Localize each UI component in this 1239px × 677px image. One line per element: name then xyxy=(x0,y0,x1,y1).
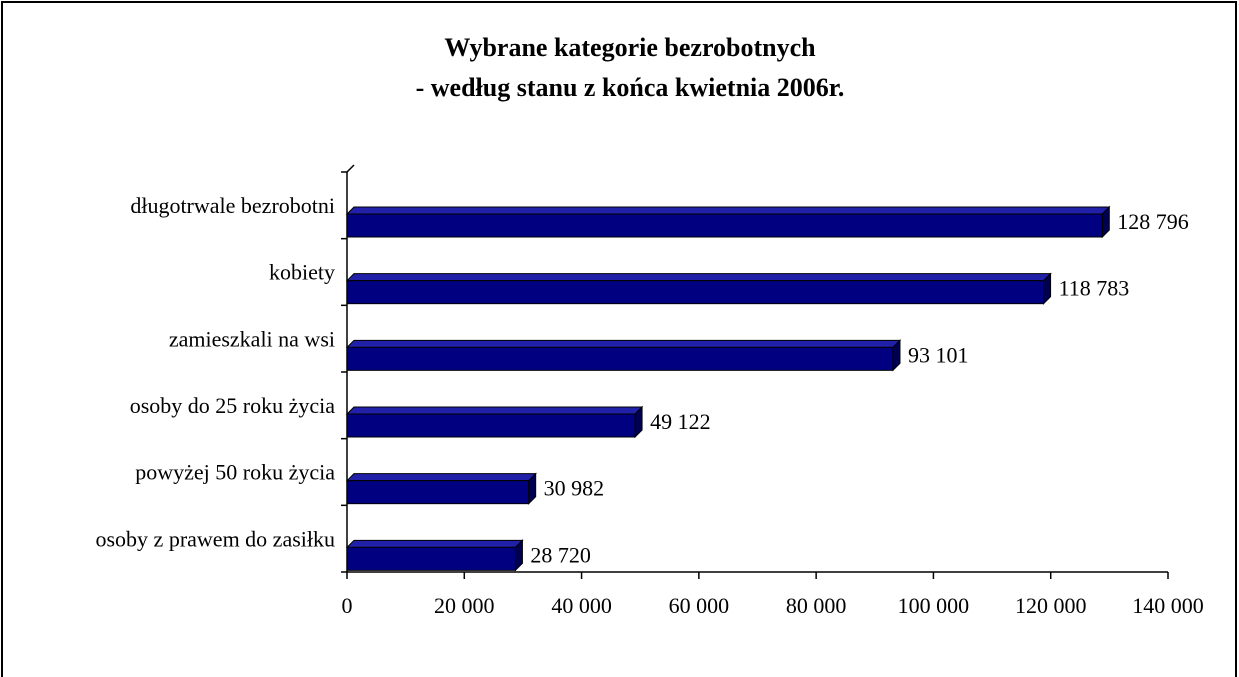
value-label: 30 982 xyxy=(544,476,605,501)
axis-wall xyxy=(346,164,355,173)
bar-front xyxy=(346,546,516,571)
x-tick-label: 80 000 xyxy=(786,593,847,618)
bar-top xyxy=(345,539,524,548)
y-tick-label: zamieszkali na wsi xyxy=(169,326,335,351)
y-tick-label: osoby do 25 roku życia xyxy=(130,393,336,418)
bar xyxy=(345,405,644,439)
x-tick-label: 140 000 xyxy=(1132,593,1204,618)
value-label: 93 101 xyxy=(908,342,969,367)
x-tick-label: 120 000 xyxy=(1015,593,1087,618)
bar-front xyxy=(346,413,636,438)
bar-front xyxy=(346,346,894,371)
bar xyxy=(345,539,524,572)
bar-front xyxy=(346,213,1103,238)
bar-top xyxy=(345,206,1111,215)
x-tick-label: 60 000 xyxy=(669,593,730,618)
x-tick-label: 40 000 xyxy=(551,593,612,618)
value-label: 128 796 xyxy=(1117,209,1189,234)
bar-top xyxy=(345,473,537,482)
bar-front xyxy=(346,480,530,505)
y-tick-label: osoby z prawem do zasiłku xyxy=(96,526,336,551)
chart-title: - według stanu z końca kwietnia 2006r. xyxy=(416,73,845,102)
bar-front xyxy=(346,280,1045,305)
bar xyxy=(345,272,1052,305)
y-tick-label: długotrwale bezrobotni xyxy=(130,193,335,218)
bar-top xyxy=(345,339,902,348)
value-label: 28 720 xyxy=(530,542,591,567)
y-tick-label: kobiety xyxy=(269,260,335,285)
x-tick-label: 100 000 xyxy=(898,593,970,618)
chart-title: Wybrane kategorie bezrobotnych xyxy=(444,33,816,62)
bar xyxy=(345,339,902,372)
x-tick-label: 0 xyxy=(342,593,353,618)
value-label: 49 122 xyxy=(650,409,711,434)
bar-top xyxy=(345,406,644,415)
bar xyxy=(345,472,537,505)
x-tick-label: 20 000 xyxy=(434,593,495,618)
value-label: 118 783 xyxy=(1059,276,1130,301)
bar xyxy=(345,205,1111,239)
y-tick-label: powyżej 50 roku życia xyxy=(135,460,335,485)
bar-top xyxy=(345,273,1052,282)
